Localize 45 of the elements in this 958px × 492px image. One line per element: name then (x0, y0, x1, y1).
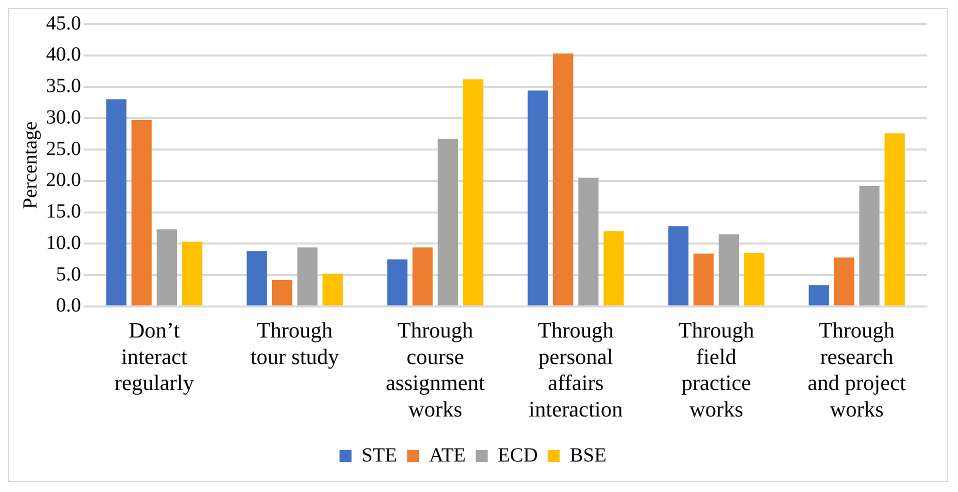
legend-label: ATE (429, 444, 466, 466)
y-tick-label: 35.0 (46, 75, 81, 98)
bar (156, 229, 178, 306)
bar (884, 133, 905, 306)
y-axis-title: Percentage (19, 121, 42, 210)
bar (744, 253, 764, 306)
bar (693, 254, 714, 306)
y-tick-label: 30.0 (46, 106, 81, 128)
bar (272, 280, 292, 306)
legend-label: ECD (498, 444, 538, 466)
x-tick-label: Through personal affairs interaction (528, 317, 623, 422)
bar (438, 138, 458, 306)
bar (297, 247, 318, 306)
bar (182, 242, 202, 306)
bar (808, 285, 829, 306)
y-tick-label: 45.0 (46, 12, 81, 34)
x-tick-label: Through field practice works (678, 317, 754, 422)
x-tick-label: Through tour study (250, 317, 340, 369)
y-tick-label: 25.0 (46, 138, 81, 160)
bar (322, 274, 343, 306)
bar (131, 120, 152, 306)
bar (859, 186, 880, 306)
x-tick-label: Through course assignment works (386, 317, 485, 422)
bar (834, 257, 854, 306)
bar (246, 251, 267, 306)
bar (387, 259, 408, 306)
y-tick-label: 15.0 (46, 200, 81, 223)
bar (578, 178, 599, 306)
bar (412, 247, 433, 306)
y-tick-label: 0.0 (56, 294, 81, 317)
bar (463, 79, 484, 306)
bar (106, 99, 126, 306)
legend-label: BSE (570, 444, 606, 466)
bar (552, 53, 574, 306)
bar (668, 226, 688, 306)
legend-label: STE (362, 444, 398, 466)
bar (604, 231, 624, 306)
y-tick-label: 5.0 (56, 263, 81, 286)
y-tick-label: 20.0 (46, 169, 81, 192)
x-tick-label: Don’t interact regularly (114, 317, 194, 396)
y-tick-label: 40.0 (46, 44, 81, 66)
bar (528, 90, 548, 306)
x-tick-label: Through research and project works (808, 317, 906, 422)
bar (718, 234, 740, 306)
y-tick-label: 10.0 (46, 232, 81, 254)
